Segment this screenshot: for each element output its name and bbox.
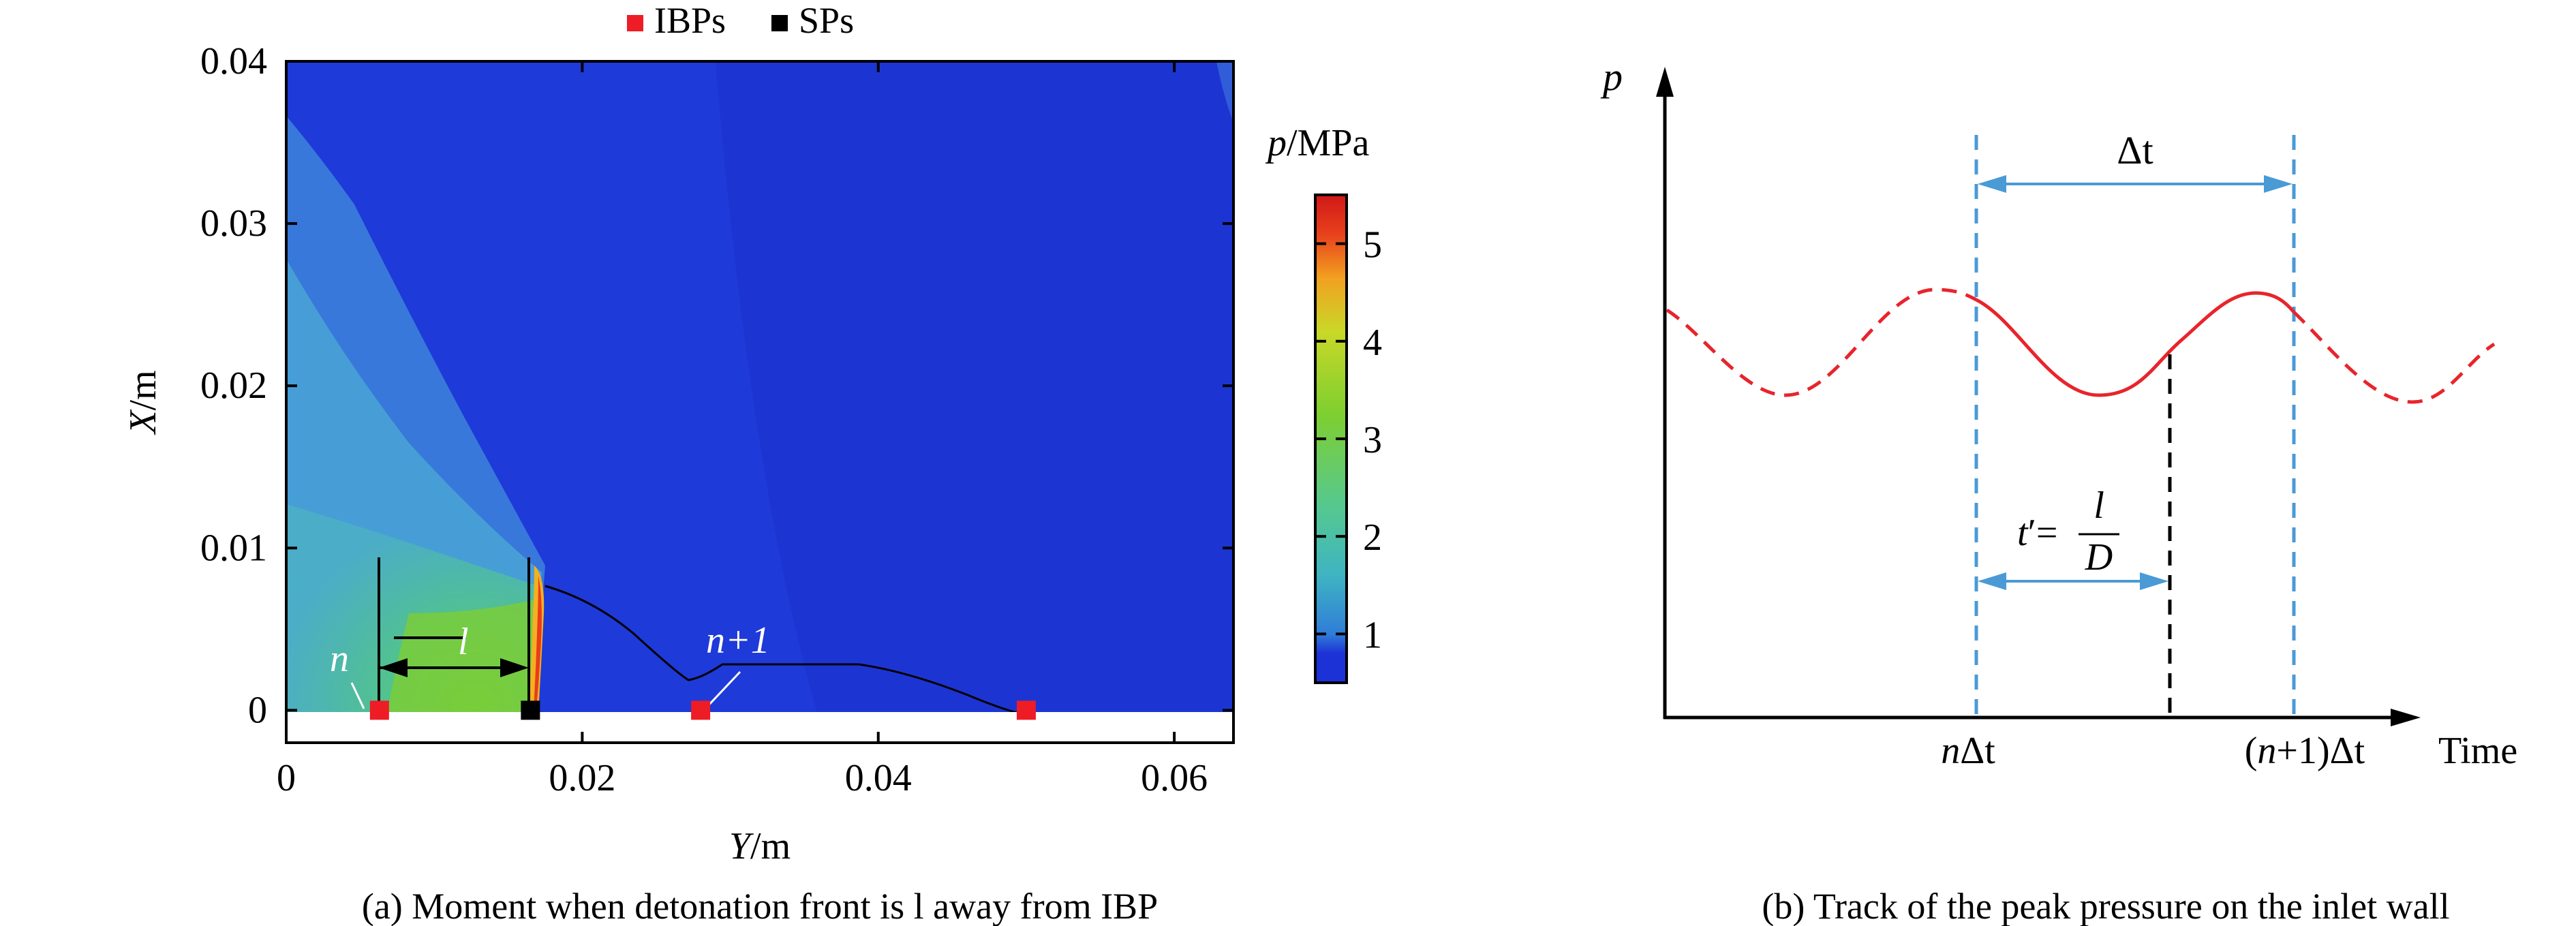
legend-swatch-sps [771,15,788,31]
colorbar-tick-label: 5 [1363,224,1382,266]
x-axis-label: Time [2438,730,2517,772]
x-tick-label: 0.06 [1141,757,1208,799]
pointer-n [350,682,365,709]
colorbar-label: p/MPa [1265,122,1369,164]
x-axis-label: Y/m [729,825,791,867]
pointer-n-plus-1 [704,670,741,710]
delta-t-arrowhead-left [1978,175,2006,193]
colorbar-tick-label: 2 [1363,516,1382,559]
x-tick-n-delta-t: nΔt [1941,730,1995,772]
x-tick-n-plus-1-delta-t: (n+1)Δt [2245,730,2365,772]
legend-label-sps: SPs [799,0,854,41]
colorbar-ticks: 1 2 3 4 5 [1315,224,1382,656]
x-tick-label: 0.04 [845,757,912,799]
x-tick-label: 0 [277,757,296,799]
caption-a: (a) Moment when detonation front is l aw… [362,886,1158,926]
ibp-marker [369,700,389,720]
pressure-curve-dashed-right [2293,311,2496,404]
delta-t-arrowhead-right [2264,175,2293,193]
fraction-denominator: D [2085,536,2113,578]
caption-b: (b) Track of the peak pressure on the in… [1762,886,2449,926]
ibp-marker [1016,700,1036,720]
colorbar-tick-label: 4 [1363,322,1382,364]
x-axis-arrow [2391,709,2421,726]
right-edge-region [1216,61,1233,123]
label-l: l [458,621,469,663]
chart-legend: IBPs SPs [627,0,854,41]
low-pressure-region [716,61,1233,715]
y-tick-label: 0.03 [200,202,267,245]
label-n: n [330,638,349,680]
y-tick-label: 0.01 [200,527,267,569]
pressure-curve-dashed-left [1666,288,1978,397]
legend-swatch-ibps [627,15,643,31]
colorbar: p/MPa 1 2 3 4 5 [1265,122,1382,684]
plot-frame [285,60,1235,744]
panel-a-contour-plot: 0 0.02 0.04 0.06 00.010.020.030.04 Y/m X/m … [122,40,1382,926]
ibp-marker [691,700,711,720]
y-tick-label: 0 [248,689,267,731]
contour-regions [286,61,1233,743]
fraction-numerator: l [2094,484,2104,527]
t-prime-arrowhead-right [2140,572,2168,590]
detonation-front-core [534,576,542,709]
wall-strip [286,712,1233,743]
t-prime-label: t′= [2017,512,2057,554]
pressure-curve-solid [1975,291,2295,397]
y-tick-label: 0.02 [200,365,267,407]
colorbar-tick-label: 3 [1363,419,1382,461]
y-axis-arrow [1656,67,1674,97]
probe-points [369,700,1036,720]
y-axis-ticks: 0 0.01 0.02 0.03 0.04 [200,40,1233,731]
legend-label-ibps: IBPs [654,0,726,41]
shock-contour-line [545,585,1030,717]
x-axis-ticks: 0 0.02 0.04 0.06 [277,61,1208,799]
y-axis-label: p [1600,55,1623,99]
delta-t-label: Δt [2117,128,2153,172]
panel-b-schematic-chart: p Time Δt t′= l D nΔt (n+1)Δt (b) Track … [1600,55,2517,926]
y-axis-label: X/m [122,370,164,435]
t-prime-arrowhead-left [1978,572,2006,590]
colorbar-tick-label: 1 [1363,614,1382,656]
compressed-zone [382,600,535,743]
sp-marker [521,700,540,720]
distance-annotation [378,557,530,717]
y-tick-label: 0.04 [200,40,267,82]
label-n-plus-1: n+1 [706,619,770,662]
x-tick-label: 0.02 [549,757,615,799]
